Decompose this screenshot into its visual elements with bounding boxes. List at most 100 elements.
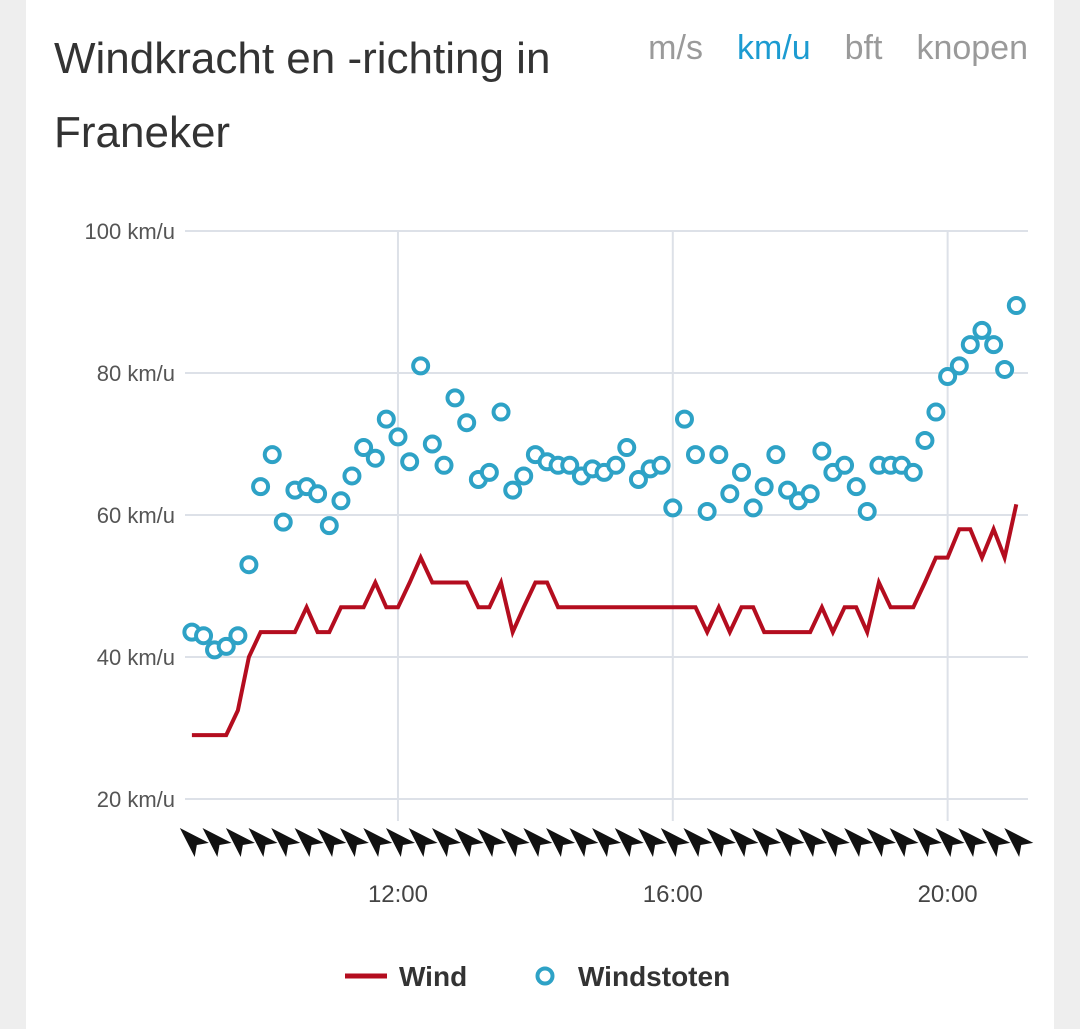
wind-direction-arrow-icon [683,827,713,857]
wind-direction-arrow-icon [179,827,209,857]
wind-direction-arrow-icon [202,827,232,857]
gust-point [743,498,763,518]
wind-direction-arrow-icon [820,827,850,857]
gust-point [800,484,820,504]
gust-point [663,498,683,518]
gust-point [812,441,832,461]
unit-kmh-tab[interactable]: km/u [736,29,811,67]
gust-point [194,626,214,646]
gust-point [732,462,752,482]
gust-point [651,455,671,475]
gust-point [846,477,866,497]
unit-selector: m/s km/u bft knopen [614,26,1028,70]
legend-gusts-label[interactable]: Windstoten [578,961,730,992]
legend-gusts-swatch[interactable] [535,966,555,986]
gust-point [376,409,396,429]
wind-direction-arrow-icon [523,827,553,857]
direction-arrows [179,827,1034,857]
gust-point [228,626,248,646]
gust-point [778,480,798,500]
gust-point [514,466,534,486]
wind-direction-arrow-icon [638,827,668,857]
wind-direction-arrow-icon [363,827,393,857]
gust-point [308,484,328,504]
gust-point [984,335,1004,355]
gust-point [354,438,374,458]
wind-direction-arrow-icon [889,827,919,857]
wind-direction-arrow-icon [798,827,828,857]
wind-direction-arrow-icon [431,827,461,857]
wind-direction-arrow-icon [660,827,690,857]
gust-point [754,477,774,497]
wind-direction-arrow-icon [981,827,1011,857]
gust-point [388,427,408,447]
gust-point [560,455,580,475]
wind-direction-arrow-icon [546,827,576,857]
y-tick-label: 60 km/u [97,503,175,528]
wind-direction-arrow-icon [706,827,736,857]
gust-point [972,320,992,340]
gust-point [342,466,362,486]
gust-point [835,455,855,475]
gust-point [239,555,259,575]
wind-series-line [191,503,1019,738]
gust-point [674,409,694,429]
wind-direction-arrow-icon [225,827,255,857]
wind-direction-arrow-icon [477,827,507,857]
gust-point [949,356,969,376]
gust-point [422,434,442,454]
gust-point [709,445,729,465]
x-tick-label: 12:00 [368,881,428,908]
wind-direction-arrow-icon [454,827,484,857]
gust-point [457,413,477,433]
gust-point [857,501,877,521]
gust-point [445,388,465,408]
gust-point [319,516,339,536]
gust-point [262,445,282,465]
gust-point [1006,296,1026,316]
x-tick-label: 16:00 [643,881,703,908]
wind-direction-arrow-icon [317,827,347,857]
wind-direction-arrow-icon [844,827,874,857]
wind-direction-arrow-icon [912,827,942,857]
gust-point [411,356,431,376]
x-axis-labels: 12:00 16:00 20:00 [368,881,978,908]
gust-point [365,448,385,468]
gust-point [628,470,648,489]
gust-point [434,455,454,475]
gust-point [938,367,958,387]
gust-series-points [182,296,1026,660]
gust-point [766,445,786,465]
wind-direction-arrow-icon [339,827,369,857]
wind-direction-arrow-icon [958,827,988,857]
legend: Wind Windstoten [345,961,730,992]
y-tick-label: 80 km/u [97,361,175,386]
gust-point [400,452,420,472]
wind-direction-arrow-icon [294,827,324,857]
gust-point [617,438,637,458]
gust-point [273,512,293,532]
unit-bft-tab[interactable]: bft [844,29,883,67]
y-axis-labels: 20 km/u 40 km/u 60 km/u 80 km/u 100 km/u [85,219,176,812]
wind-direction-arrow-icon [408,827,438,857]
gust-point [926,402,946,422]
wind-direction-arrow-icon [569,827,599,857]
unit-ms-tab[interactable]: m/s [648,29,703,67]
gust-point [491,402,511,422]
unit-knots-tab[interactable]: knopen [916,29,1028,67]
wind-direction-arrow-icon [592,827,622,857]
wind-direction-arrow-icon [614,827,644,857]
gust-point [331,491,351,511]
legend-wind-label[interactable]: Wind [399,961,467,992]
page-title: Windkracht en -richting in Franeker [54,34,551,157]
gust-point [216,636,236,656]
wind-direction-arrow-icon [271,827,301,857]
gust-point [503,480,523,500]
x-gridlines [396,231,949,821]
wind-direction-arrow-icon [1004,827,1034,857]
gust-point [915,430,935,450]
y-tick-label: 20 km/u [97,787,175,812]
wind-direction-arrow-icon [752,827,782,857]
gust-point [685,445,705,465]
